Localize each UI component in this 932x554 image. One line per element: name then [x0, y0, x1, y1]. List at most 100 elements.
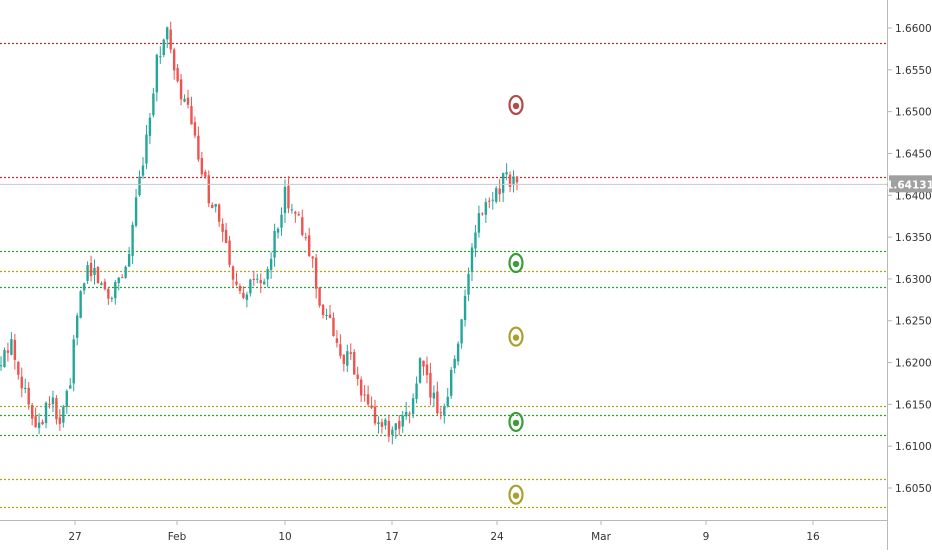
- candle: [86, 261, 89, 284]
- candle: [470, 243, 474, 282]
- candle: [65, 389, 68, 414]
- price-tick-label: 1.62000: [895, 358, 932, 370]
- candle: [37, 413, 41, 435]
- candle: [287, 176, 290, 214]
- level-markers: [508, 94, 524, 505]
- candle: [501, 172, 505, 203]
- candle: [58, 409, 62, 431]
- candle: [6, 342, 10, 362]
- candle: [141, 157, 145, 179]
- candle: [339, 334, 342, 359]
- candle: [301, 209, 304, 237]
- time-tick-label: 9: [703, 531, 710, 543]
- candle: [179, 73, 183, 106]
- candle: [346, 344, 349, 373]
- candle: [176, 64, 179, 83]
- candle: [484, 198, 488, 223]
- candle: [217, 203, 221, 227]
- price-axis[interactable]: 1.66000 1.65500 1.65000 1.64500 1.64000 1.635…: [888, 23, 932, 495]
- candle: [211, 202, 214, 209]
- price-tick-label: 1.61000: [895, 441, 932, 453]
- candle: [0, 356, 3, 371]
- candle: [446, 387, 449, 408]
- target-marker-icon[interactable]: [508, 326, 524, 347]
- candle: [266, 266, 269, 288]
- candle: [3, 347, 6, 368]
- candle: [10, 332, 13, 356]
- candle: [488, 197, 491, 209]
- candle: [79, 289, 82, 319]
- candle: [55, 395, 58, 425]
- target-marker-icon[interactable]: [508, 252, 524, 274]
- candle: [107, 287, 110, 305]
- target-marker-icon[interactable]: [508, 484, 524, 505]
- candle: [169, 21, 172, 54]
- target-marker-icon[interactable]: [508, 94, 524, 116]
- candle: [311, 256, 314, 268]
- candle: [100, 281, 103, 286]
- candle: [200, 151, 204, 177]
- candle: [304, 232, 307, 241]
- candle: [332, 312, 335, 337]
- candle: [342, 354, 346, 372]
- time-axis[interactable]: 27 Feb 10 17 24 Mar 9 16: [68, 521, 820, 543]
- candle: [186, 89, 190, 109]
- target-marker-icon[interactable]: [508, 411, 524, 433]
- price-tick-label: 1.64000: [895, 190, 932, 202]
- candle: [166, 26, 169, 49]
- candle: [152, 88, 155, 118]
- price-tick-label: 1.63000: [895, 274, 932, 286]
- candle: [89, 255, 93, 282]
- candle: [103, 278, 107, 291]
- candle: [96, 266, 100, 284]
- candle: [359, 376, 363, 402]
- candle: [450, 367, 453, 399]
- candle: [124, 265, 127, 279]
- candle: [145, 125, 148, 170]
- candle: [183, 94, 186, 103]
- candle: [121, 274, 124, 279]
- time-tick-label: Mar: [591, 531, 611, 543]
- candle: [207, 170, 210, 208]
- candle: [117, 276, 120, 291]
- candle: [418, 357, 422, 384]
- candle: [114, 280, 117, 305]
- candles: [0, 21, 519, 445]
- candle: [41, 419, 44, 426]
- candle: [328, 305, 332, 319]
- candle: [443, 403, 446, 424]
- candle: [356, 366, 359, 386]
- candle: [204, 169, 207, 179]
- candle: [27, 382, 30, 410]
- price-tick-label: 1.65000: [895, 107, 932, 119]
- candle: [422, 360, 425, 376]
- candle: [290, 203, 294, 214]
- candle: [314, 253, 318, 299]
- candle: [155, 53, 159, 102]
- price-tick-label: 1.62500: [895, 316, 932, 328]
- candle: [353, 349, 356, 376]
- candle: [224, 222, 228, 244]
- candle: [214, 203, 217, 213]
- candle: [235, 272, 238, 287]
- time-tick-label: 17: [385, 531, 398, 543]
- candle: [387, 414, 391, 443]
- price-tick-label: 1.63500: [895, 232, 932, 244]
- candle: [172, 47, 176, 80]
- candle: [221, 218, 224, 242]
- candle: [273, 223, 276, 267]
- candle: [318, 286, 321, 308]
- candle: [439, 407, 443, 420]
- candle: [411, 393, 415, 419]
- candle: [138, 170, 141, 197]
- candle: [495, 186, 498, 204]
- price-tick-label: 1.64500: [895, 148, 932, 160]
- candle: [394, 422, 397, 439]
- candle: [269, 252, 273, 279]
- candle: [436, 381, 439, 416]
- candle: [93, 259, 96, 285]
- candle: [391, 426, 394, 445]
- candle: [197, 126, 200, 162]
- candle: [131, 221, 134, 264]
